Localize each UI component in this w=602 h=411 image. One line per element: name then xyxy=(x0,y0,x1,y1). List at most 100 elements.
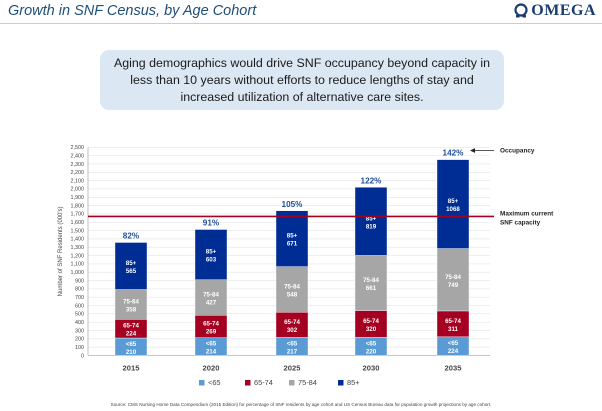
occupancy-percent-label: 82% xyxy=(123,231,140,240)
y-tick-label: 2,300 xyxy=(71,162,85,168)
title-divider xyxy=(0,23,602,24)
bar-segment-value: 661 xyxy=(366,285,377,292)
bar-segment-7584-2025 xyxy=(275,266,309,313)
y-tick-label: 1,900 xyxy=(71,195,85,201)
bar-segment-value: 1068 xyxy=(446,206,460,213)
bar-segment-value: 749 xyxy=(448,282,459,289)
occupancy-annotation: Occupancy xyxy=(500,148,535,155)
y-tick-label: 1,100 xyxy=(71,262,85,268)
bar-segment-value: 302 xyxy=(287,327,298,334)
occupancy-percent-label: 122% xyxy=(361,176,383,185)
slide-title: Growth in SNF Census, by Age Cohort xyxy=(8,3,257,19)
bar-segment-value: 214 xyxy=(206,349,217,356)
bar-segment-value: 220 xyxy=(366,348,377,355)
bar-segment-label: 65-74 xyxy=(203,320,219,327)
y-tick-label: 600 xyxy=(75,303,84,309)
bar-segment-label: 85+ xyxy=(448,198,459,205)
y-tick-label: 1,700 xyxy=(71,212,85,218)
y-tick-label: 2,200 xyxy=(71,170,85,176)
bar-segment-value: 224 xyxy=(126,331,137,338)
callout-text: Aging demographics would drive SNF occup… xyxy=(113,55,491,104)
bar-segment-6574-2030 xyxy=(354,310,388,338)
x-tick-label: 2015 xyxy=(123,364,141,373)
y-tick-label: 1,600 xyxy=(71,220,85,226)
occupancy-percent-label: 142% xyxy=(443,149,465,158)
bar-segment-value: 320 xyxy=(366,326,377,333)
y-tick-label: 1,400 xyxy=(71,237,85,243)
bar-segment-85-2015 xyxy=(114,242,148,290)
bar-segment-label: 65-74 xyxy=(284,319,300,326)
bar-segment-85-2030 xyxy=(354,187,388,256)
occupancy-arrow-head xyxy=(470,148,475,153)
bar-segment-value: 358 xyxy=(126,306,137,313)
bar-segment-label: 85+ xyxy=(287,233,298,240)
legend-label: <65 xyxy=(208,378,221,387)
bar-segment-value: 671 xyxy=(287,241,298,248)
y-tick-label: 2,100 xyxy=(71,178,85,184)
bar-segment-value: 217 xyxy=(287,348,298,355)
legend-swatch xyxy=(199,380,205,386)
capacity-annotation-line1: Maximum current xyxy=(500,210,554,217)
occupancy-percent-label: 91% xyxy=(203,218,220,227)
bar-segment-value: 427 xyxy=(206,299,217,306)
logo-mark-icon xyxy=(514,3,528,18)
legend-label: 85+ xyxy=(347,378,360,387)
occupancy-percent-label: 105% xyxy=(282,200,304,209)
bar-segment-value: 548 xyxy=(287,291,298,298)
bar-segment-85-2020 xyxy=(194,229,228,280)
bar-segment-value: 210 xyxy=(126,349,137,356)
bar-segment-label: 75-84 xyxy=(363,277,379,284)
logo-text: OMEGA xyxy=(531,2,596,19)
legend-swatch xyxy=(245,380,251,386)
y-tick-label: 1,800 xyxy=(71,203,85,209)
legend-swatch xyxy=(338,380,344,386)
y-tick-label: 400 xyxy=(75,320,84,326)
bar-segment-label: <65 xyxy=(366,340,377,347)
x-tick-label: 2020 xyxy=(203,364,220,373)
bar-segment-label: <65 xyxy=(287,340,298,347)
bar-segment-label: 85+ xyxy=(206,249,217,256)
y-tick-label: 200 xyxy=(75,337,84,343)
y-axis-title: Number of SNF Residents (000's) xyxy=(58,206,64,296)
y-tick-label: 1,000 xyxy=(71,270,85,276)
bar-segment-label: <65 xyxy=(206,341,217,348)
y-tick-label: 700 xyxy=(75,295,84,301)
bar-segment-label: <65 xyxy=(126,341,137,348)
y-tick-label: 0 xyxy=(81,353,84,359)
bar-segment-85-2025 xyxy=(275,210,309,267)
bar-segment-label: 85+ xyxy=(126,260,137,267)
bar-segment-label: 75-84 xyxy=(284,283,300,290)
y-tick-label: 2,000 xyxy=(71,187,85,193)
bar-segment-label: <65 xyxy=(448,340,459,347)
bar-segment-label: 75-84 xyxy=(123,298,139,305)
x-tick-label: 2025 xyxy=(284,364,302,373)
y-tick-label: 900 xyxy=(75,278,84,284)
y-tick-label: 2,500 xyxy=(71,145,85,151)
legend-label: 65-74 xyxy=(254,378,273,387)
bar-segment-6574-2035 xyxy=(436,310,470,338)
bar-segment-7584-2035 xyxy=(436,248,470,312)
y-tick-label: 300 xyxy=(75,328,84,334)
y-tick-label: 2,400 xyxy=(71,153,85,159)
y-tick-label: 1,500 xyxy=(71,228,85,234)
y-tick-label: 500 xyxy=(75,312,84,318)
y-tick-label: 1,300 xyxy=(71,245,85,251)
bar-segment-label: 65-74 xyxy=(445,318,461,325)
bar-segment-value: 819 xyxy=(366,223,377,230)
bar-segment-label: 75-84 xyxy=(445,274,461,281)
source-note: Source: CMS Nursing Home Data Compendium… xyxy=(110,402,492,407)
bar-segment-7584-2020 xyxy=(194,279,228,316)
company-logo: OMEGA xyxy=(513,2,596,20)
bar-segment-value: 311 xyxy=(448,326,459,333)
bar-segment-6574-2025 xyxy=(275,312,309,338)
bar-segment-value: 565 xyxy=(126,268,137,275)
capacity-annotation-line2: SNF capacity xyxy=(500,219,541,226)
bar-segment-label: 65-74 xyxy=(363,318,379,325)
x-tick-label: 2030 xyxy=(363,364,380,373)
y-tick-label: 800 xyxy=(75,287,84,293)
bar-segment-value: 224 xyxy=(448,348,459,355)
legend-swatch xyxy=(289,380,295,386)
y-tick-label: 100 xyxy=(75,345,84,351)
bar-segment-value: 603 xyxy=(206,257,217,264)
